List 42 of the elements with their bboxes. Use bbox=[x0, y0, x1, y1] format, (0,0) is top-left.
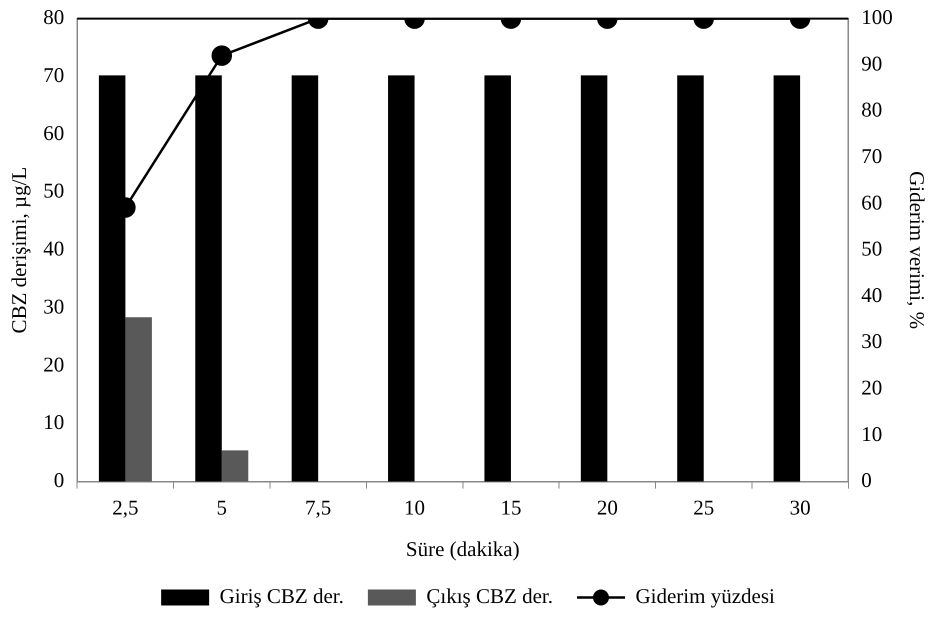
y-tick-label: 80 bbox=[43, 5, 64, 30]
x-axis-title: Süre (dakika) bbox=[406, 536, 520, 561]
legend-label: Çıkış CBZ der. bbox=[426, 584, 553, 608]
y-tick-label: 0 bbox=[54, 468, 64, 492]
x-tick-label: 2,5 bbox=[112, 496, 139, 520]
y-tick-label: 10 bbox=[43, 410, 64, 434]
bar bbox=[677, 75, 704, 482]
x-tick-label: 20 bbox=[596, 496, 618, 520]
bar bbox=[125, 317, 152, 482]
y2-tick-label: 90 bbox=[861, 51, 882, 76]
y-tick-label: 60 bbox=[43, 120, 64, 145]
x-tick-label: 10 bbox=[404, 496, 426, 520]
bar bbox=[292, 75, 318, 482]
y-tick-label: 20 bbox=[43, 352, 64, 376]
x-tick-label: 25 bbox=[693, 496, 714, 520]
x-tick-label: 15 bbox=[500, 496, 522, 520]
y-tick-label: 70 bbox=[43, 62, 64, 87]
bar bbox=[388, 75, 415, 482]
y2-tick-label: 70 bbox=[861, 144, 882, 168]
bar bbox=[222, 450, 248, 482]
y-axis-title: CBZ derişimi, µg/L bbox=[7, 166, 32, 334]
x-tick-label: 5 bbox=[216, 496, 228, 520]
y2-axis-title: Giderim verimi, % bbox=[904, 171, 929, 330]
y2-tick-label: 20 bbox=[861, 376, 882, 400]
y2-tick-label: 30 bbox=[861, 329, 882, 354]
y2-tick-label: 100 bbox=[861, 5, 893, 30]
x-tick-label: 7,5 bbox=[305, 496, 332, 520]
y-tick-label: 40 bbox=[43, 236, 64, 261]
y-tick-label: 50 bbox=[43, 178, 64, 203]
y2-tick-label: 40 bbox=[861, 282, 882, 307]
x-tick-label: 30 bbox=[790, 496, 811, 520]
y2-tick-label: 60 bbox=[861, 190, 882, 214]
bar bbox=[774, 75, 800, 482]
y-tick-label: 30 bbox=[43, 294, 64, 318]
y2-tick-label: 10 bbox=[861, 422, 882, 446]
bar bbox=[484, 75, 511, 482]
bar bbox=[580, 75, 608, 482]
y2-tick-label: 0 bbox=[861, 468, 872, 492]
y2-tick-label: 80 bbox=[861, 98, 882, 122]
y2-tick-label: 50 bbox=[861, 236, 882, 261]
legend-label: Giriş CBZ der. bbox=[220, 584, 344, 608]
legend-label: Giderim yüzdesi bbox=[635, 584, 776, 608]
